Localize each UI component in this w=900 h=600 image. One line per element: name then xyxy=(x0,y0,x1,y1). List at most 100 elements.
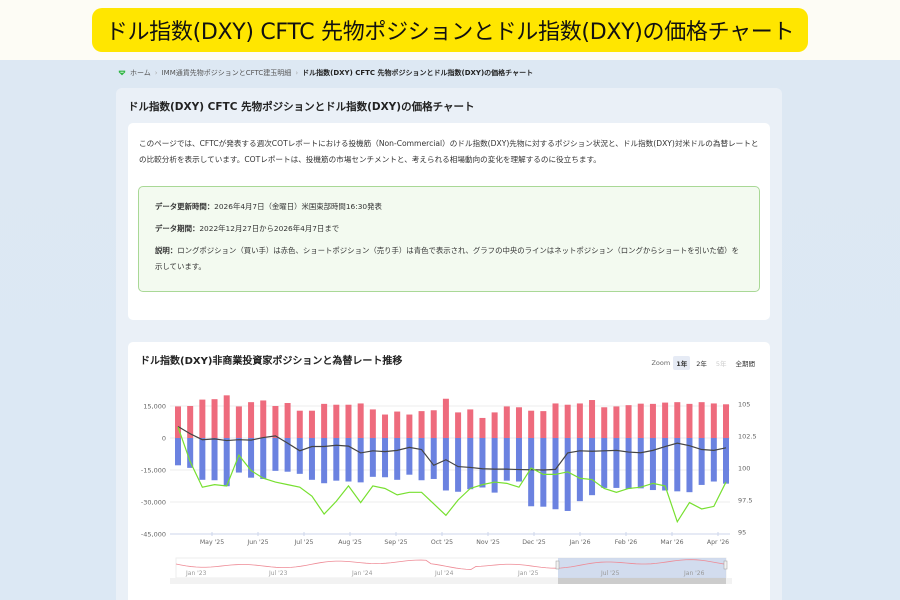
long-bar[interactable] xyxy=(442,398,449,438)
short-bar[interactable] xyxy=(723,438,729,484)
zoom-1y-button[interactable]: 1年 xyxy=(673,356,691,370)
long-bar[interactable] xyxy=(199,399,206,438)
short-bar[interactable] xyxy=(296,438,303,474)
short-bar[interactable] xyxy=(601,438,608,488)
short-bar[interactable] xyxy=(308,438,315,480)
long-bar[interactable] xyxy=(223,395,230,438)
long-bar[interactable] xyxy=(272,406,279,438)
long-bar[interactable] xyxy=(260,400,267,438)
long-bar[interactable] xyxy=(357,403,364,438)
short-bar[interactable] xyxy=(613,438,620,488)
short-bar[interactable] xyxy=(248,438,255,478)
long-bar[interactable] xyxy=(674,402,681,438)
zoom-all-button[interactable]: 全期間 xyxy=(735,360,756,368)
long-bar[interactable] xyxy=(576,403,583,438)
short-bar[interactable] xyxy=(406,438,413,475)
zoom-5y-button[interactable]: 5年 xyxy=(715,360,727,368)
long-bar[interactable] xyxy=(406,414,413,438)
long-bar[interactable] xyxy=(430,410,437,438)
long-bar[interactable] xyxy=(710,403,717,438)
short-bar[interactable] xyxy=(175,438,181,466)
long-bar[interactable] xyxy=(211,399,218,438)
short-bar[interactable] xyxy=(503,438,510,481)
long-bar[interactable] xyxy=(698,402,705,438)
long-bar[interactable] xyxy=(321,403,328,438)
long-bar[interactable] xyxy=(528,410,535,438)
short-bar[interactable] xyxy=(321,438,328,484)
short-bar[interactable] xyxy=(589,438,596,496)
long-bar[interactable] xyxy=(662,402,669,438)
long-bar[interactable] xyxy=(613,406,620,438)
long-bar[interactable] xyxy=(369,409,376,438)
navigator-handle-left[interactable] xyxy=(555,560,560,570)
short-bar[interactable] xyxy=(284,438,291,472)
short-bar[interactable] xyxy=(649,438,656,491)
short-bar[interactable] xyxy=(345,438,352,482)
navigator-handle-right[interactable] xyxy=(723,560,728,570)
long-bar[interactable] xyxy=(491,412,498,438)
long-bar[interactable] xyxy=(382,414,389,438)
short-bar[interactable] xyxy=(564,438,571,511)
short-bar[interactable] xyxy=(211,438,218,481)
scrollbar-track[interactable] xyxy=(170,578,732,584)
breadcrumb-imm[interactable]: IMM通貨先物ポジションとCFTC建玉明細 xyxy=(161,69,292,77)
short-bar[interactable] xyxy=(430,438,437,479)
short-bar[interactable] xyxy=(455,438,462,492)
short-bar[interactable] xyxy=(479,438,486,488)
short-bar[interactable] xyxy=(272,438,279,471)
long-bar[interactable] xyxy=(649,403,656,438)
long-bar[interactable] xyxy=(248,402,255,438)
short-bar[interactable] xyxy=(552,438,559,510)
short-bar[interactable] xyxy=(491,438,498,493)
long-bar[interactable] xyxy=(418,411,425,438)
short-bar[interactable] xyxy=(260,438,267,479)
long-bar[interactable] xyxy=(333,404,340,438)
long-bar[interactable] xyxy=(455,412,462,438)
short-bar[interactable] xyxy=(674,438,681,492)
short-bar[interactable] xyxy=(442,438,449,491)
short-bar[interactable] xyxy=(698,438,705,485)
breadcrumb-home[interactable]: ホーム xyxy=(130,69,151,77)
scrollbar-thumb[interactable] xyxy=(558,578,726,584)
short-bar[interactable] xyxy=(662,438,669,491)
short-bar[interactable] xyxy=(369,438,376,477)
short-bar[interactable] xyxy=(637,438,644,489)
long-bar[interactable] xyxy=(540,411,547,438)
short-bar[interactable] xyxy=(382,438,389,478)
long-bar[interactable] xyxy=(284,403,291,438)
long-bar[interactable] xyxy=(686,403,693,438)
short-bar[interactable] xyxy=(394,438,401,480)
long-bar[interactable] xyxy=(187,406,194,438)
long-bar[interactable] xyxy=(467,409,474,438)
long-bar[interactable] xyxy=(552,403,559,438)
short-bar[interactable] xyxy=(710,438,717,482)
short-bar[interactable] xyxy=(357,438,364,483)
short-bar[interactable] xyxy=(418,438,425,481)
long-bar[interactable] xyxy=(345,404,352,438)
short-bar[interactable] xyxy=(223,438,230,487)
navigator-selection[interactable] xyxy=(558,558,726,578)
long-bar[interactable] xyxy=(564,404,571,438)
short-bar[interactable] xyxy=(576,438,583,502)
long-bar[interactable] xyxy=(723,404,729,438)
long-bar[interactable] xyxy=(625,405,632,438)
short-bar[interactable] xyxy=(515,438,522,482)
short-bar[interactable] xyxy=(686,438,693,493)
long-bar[interactable] xyxy=(589,400,596,438)
short-bar[interactable] xyxy=(467,438,474,490)
short-bar[interactable] xyxy=(199,438,206,480)
zoom-2y-button[interactable]: 2年 xyxy=(696,360,707,368)
short-bar[interactable] xyxy=(540,438,547,507)
long-bar[interactable] xyxy=(515,407,522,438)
long-bar[interactable] xyxy=(308,410,315,438)
short-bar[interactable] xyxy=(187,438,194,468)
short-bar[interactable] xyxy=(528,438,535,507)
usdx-line[interactable] xyxy=(177,426,727,524)
long-bar[interactable] xyxy=(296,410,303,438)
long-bar[interactable] xyxy=(503,406,510,438)
short-bar[interactable] xyxy=(333,438,340,481)
long-bar[interactable] xyxy=(601,407,608,438)
long-bar[interactable] xyxy=(175,406,181,438)
long-bar[interactable] xyxy=(479,417,486,438)
long-bar[interactable] xyxy=(235,406,242,438)
